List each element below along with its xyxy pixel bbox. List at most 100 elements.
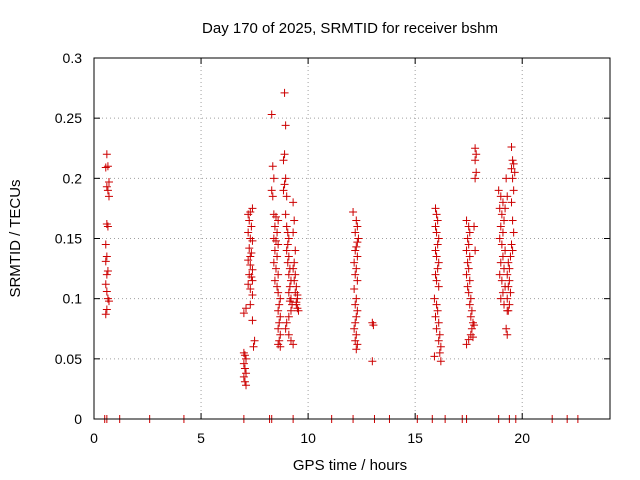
- data-point: [351, 300, 360, 309]
- data-point: [430, 352, 439, 361]
- data-point: [351, 270, 360, 279]
- data-point: [465, 300, 474, 309]
- data-point: [290, 258, 299, 267]
- data-point: [507, 240, 516, 249]
- plot-frame: [93, 57, 611, 420]
- x-tick-label: 20: [514, 430, 530, 446]
- data-point: [497, 210, 506, 219]
- data-point: [505, 276, 514, 285]
- y-tick-labels: 0 0.05 0.1 0.15 0.2 0.25 0.3: [55, 50, 82, 427]
- data-point: [284, 234, 293, 243]
- data-point: [244, 228, 253, 237]
- data-point: [352, 242, 361, 251]
- data-point: [246, 252, 255, 261]
- data-point: [102, 150, 111, 159]
- data-point: [464, 335, 473, 344]
- y-tick-label: 0.05: [55, 351, 82, 367]
- data-point: [102, 182, 111, 191]
- data-point: [246, 300, 255, 309]
- data-point: [431, 270, 440, 279]
- data-point: [431, 312, 440, 321]
- data-point: [240, 364, 249, 373]
- data-point: [497, 240, 506, 249]
- data-point: [471, 246, 480, 255]
- data-point: [271, 236, 280, 245]
- data-point: [242, 354, 251, 363]
- data-point: [282, 318, 291, 327]
- data-point: [102, 287, 111, 296]
- data-point: [270, 246, 279, 255]
- data-point: [276, 294, 285, 303]
- data-point: [498, 288, 507, 297]
- data-point: [269, 258, 278, 267]
- data-point: [352, 330, 361, 339]
- data-point: [471, 144, 480, 153]
- data-point: [291, 270, 300, 279]
- data-point: [350, 258, 359, 267]
- data-point: [270, 276, 279, 285]
- data-point: [274, 306, 283, 315]
- data-point: [468, 333, 477, 342]
- data-point: [431, 222, 440, 231]
- data-point: [431, 204, 440, 213]
- data-point: [248, 291, 257, 300]
- data-point: [239, 372, 248, 381]
- data-point: [289, 340, 298, 349]
- grid-lines: [94, 58, 610, 419]
- data-point: [104, 192, 113, 201]
- data-point: [430, 294, 439, 303]
- data-point: [508, 246, 517, 255]
- data-point: [351, 318, 360, 327]
- data-point: [239, 309, 248, 318]
- data-point: [104, 177, 113, 186]
- data-point: [507, 164, 516, 173]
- data-point: [273, 282, 282, 291]
- data-point: [464, 264, 473, 273]
- data-point: [275, 336, 284, 345]
- data-point: [286, 306, 295, 315]
- x-tick-label: 15: [407, 430, 423, 446]
- data-point: [281, 210, 290, 219]
- data-point: [353, 276, 362, 285]
- data-point: [290, 216, 299, 225]
- data-point: [353, 222, 362, 231]
- data-point: [273, 252, 282, 261]
- y-tick-label: 0.15: [55, 231, 82, 247]
- data-point: [279, 186, 288, 195]
- data-point: [248, 316, 257, 325]
- data-point: [503, 270, 512, 279]
- y-axis-label: SRMTID / TECUs: [7, 179, 24, 297]
- x-tick-label: 0: [90, 430, 98, 446]
- data-point: [502, 174, 511, 183]
- data-point: [434, 258, 443, 267]
- x-tick-labels: 0 5 10 15 20: [90, 430, 530, 446]
- data-point: [102, 305, 111, 314]
- data-point: [352, 312, 361, 321]
- data-point: [434, 282, 443, 291]
- data-point: [353, 306, 362, 315]
- data-point: [465, 252, 474, 261]
- data-point: [281, 324, 290, 333]
- data-point: [436, 342, 445, 351]
- data-point: [352, 264, 361, 273]
- data-point: [510, 168, 519, 177]
- data-point: [293, 291, 302, 300]
- data-point: [285, 297, 294, 306]
- data-point: [505, 264, 514, 273]
- data-point: [290, 276, 299, 285]
- data-point: [248, 204, 257, 213]
- data-point: [463, 282, 472, 291]
- data-point: [103, 222, 112, 231]
- data-point: [245, 244, 254, 253]
- data-point: [280, 180, 289, 189]
- data-point: [276, 342, 285, 351]
- data-point: [268, 192, 277, 201]
- data-point: [503, 330, 512, 339]
- data-point: [245, 216, 254, 225]
- data-point: [464, 288, 473, 297]
- data-point: [351, 228, 360, 237]
- data-point: [434, 234, 443, 243]
- data-point: [464, 240, 473, 249]
- y-tick-label: 0.3: [63, 50, 83, 66]
- data-point: [369, 321, 378, 330]
